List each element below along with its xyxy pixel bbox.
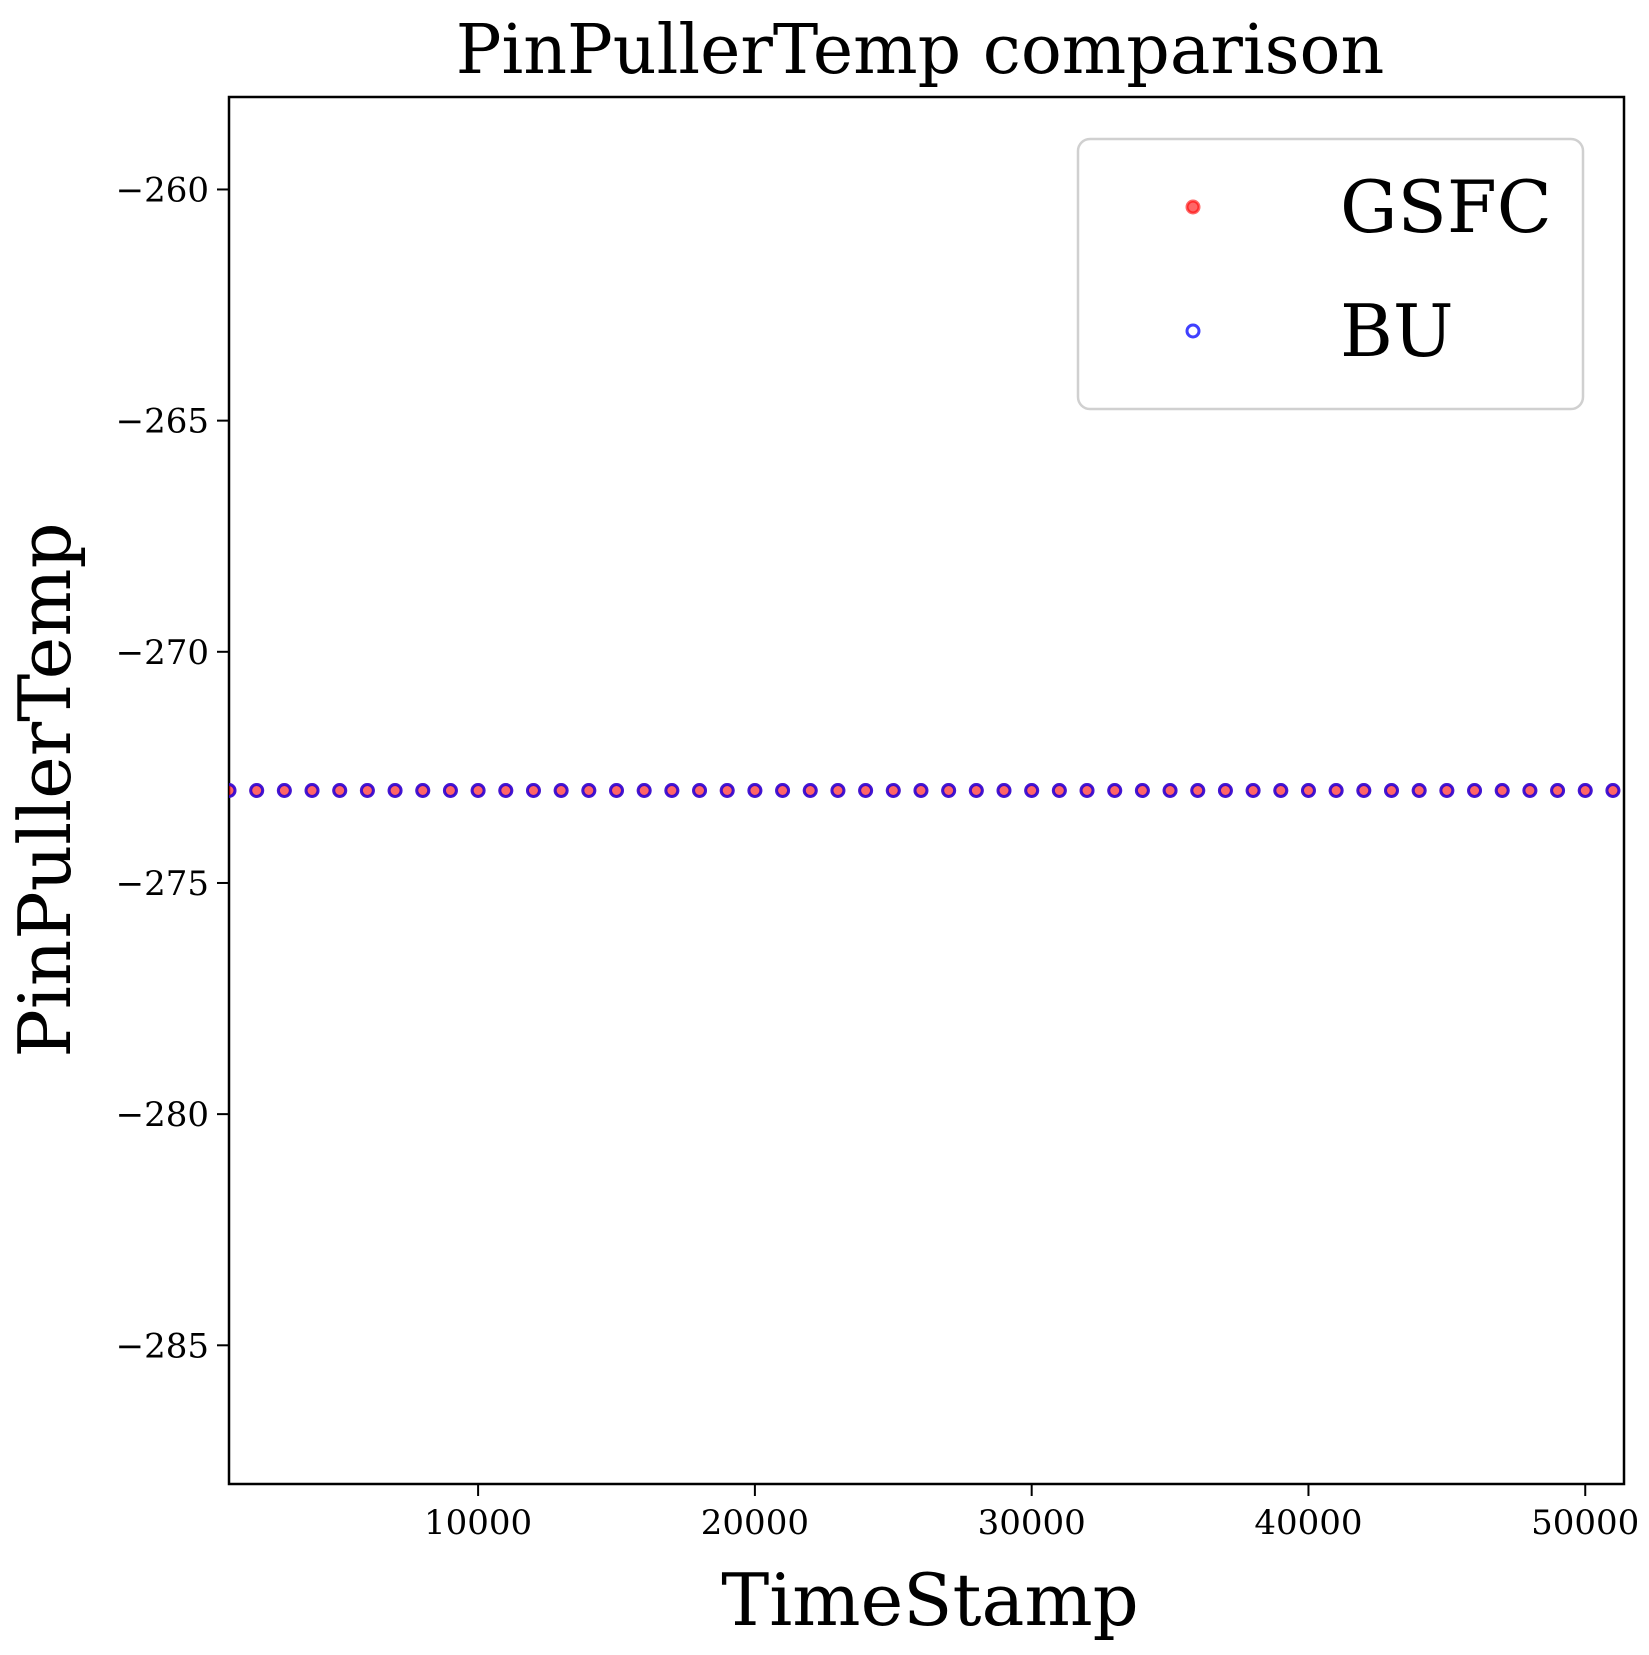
data-point-bu (1411, 783, 1427, 798)
data-point-bu (913, 783, 929, 798)
data-point-bu (387, 783, 403, 798)
y-tick-label: −270 (116, 633, 209, 673)
data-point-bu (1494, 783, 1510, 798)
data-point-bu (1051, 783, 1067, 798)
data-point-bu (692, 783, 708, 798)
data-point-bu (249, 783, 265, 798)
data-point-bu (775, 783, 791, 798)
y-tick-label: −275 (116, 864, 209, 904)
data-point-bu (470, 783, 486, 798)
y-tick-label: −285 (116, 1326, 209, 1366)
y-tick-label: −260 (116, 170, 209, 210)
data-point-bu (1300, 783, 1316, 798)
data-point-bu (1328, 783, 1344, 798)
data-point-bu (1217, 783, 1233, 798)
chart-title: PinPullerTemp comparison (456, 11, 1385, 90)
x-tick-label: 40000 (1254, 1503, 1362, 1543)
legend-label-gsfc: GSFC (1340, 165, 1552, 249)
x-tick-label: 10000 (424, 1503, 532, 1543)
y-tick-label: −280 (116, 1095, 209, 1135)
data-point-bu (1356, 783, 1372, 798)
data-points (229, 783, 1621, 798)
data-point-bu (1577, 783, 1593, 798)
x-tick-label: 50000 (1531, 1503, 1639, 1543)
data-point-bu (968, 783, 984, 798)
y-tick-label: −265 (116, 402, 209, 442)
data-point-bu (229, 783, 237, 798)
data-point-bu (802, 783, 818, 798)
legend: GSFC BU (1076, 137, 1585, 411)
legend-marker-gsfc (1185, 199, 1201, 215)
data-point-bu (885, 783, 901, 798)
data-point-bu (276, 783, 292, 798)
data-point-bu (1079, 783, 1095, 798)
legend-label-bu: BU (1340, 289, 1454, 373)
data-point-bu (1605, 783, 1621, 798)
data-point-bu (609, 783, 624, 798)
data-point-bu (1550, 783, 1566, 798)
data-point-bu (636, 783, 652, 798)
x-tick-label: 20000 (701, 1503, 809, 1543)
data-point-bu (1522, 783, 1538, 798)
data-point-bu (996, 783, 1012, 798)
data-point-bu (1384, 783, 1399, 798)
data-point-bu (525, 783, 541, 798)
data-point-bu (581, 783, 597, 798)
data-point-bu (719, 783, 735, 798)
legend-marker-bu (1185, 323, 1201, 339)
data-point-bu (415, 783, 431, 798)
data-point-bu (1107, 783, 1123, 798)
data-point-bu (1467, 783, 1483, 798)
data-point-bu (830, 783, 846, 798)
series-bu (229, 783, 1621, 798)
data-point-bu (332, 783, 348, 798)
x-axis: 10000 20000 30000 40000 50000 (424, 1484, 1639, 1543)
data-point-bu (359, 783, 375, 798)
points-clip-group (229, 783, 1621, 798)
legend-box (1076, 137, 1585, 411)
data-point-bu (1024, 783, 1040, 798)
data-point-bu (941, 783, 957, 798)
data-point-bu (1439, 783, 1455, 798)
x-axis-label: TimeStamp (721, 1558, 1138, 1642)
data-point-bu (858, 783, 874, 798)
data-point-bu (1162, 783, 1178, 798)
data-point-bu (664, 783, 680, 798)
data-point-bu (1134, 783, 1150, 798)
x-tick-label: 30000 (978, 1503, 1086, 1543)
y-axis-label: PinPullerTemp (3, 522, 87, 1057)
data-point-bu (442, 783, 458, 798)
data-point-bu (747, 783, 763, 798)
data-point-bu (1245, 783, 1261, 798)
data-point-bu (304, 783, 320, 798)
y-axis: −260 −265 −270 −275 −280 −285 (116, 170, 229, 1366)
data-point-bu (553, 783, 569, 798)
data-point-bu (1273, 783, 1289, 798)
data-point-bu (498, 783, 514, 798)
data-point-bu (1190, 783, 1206, 798)
